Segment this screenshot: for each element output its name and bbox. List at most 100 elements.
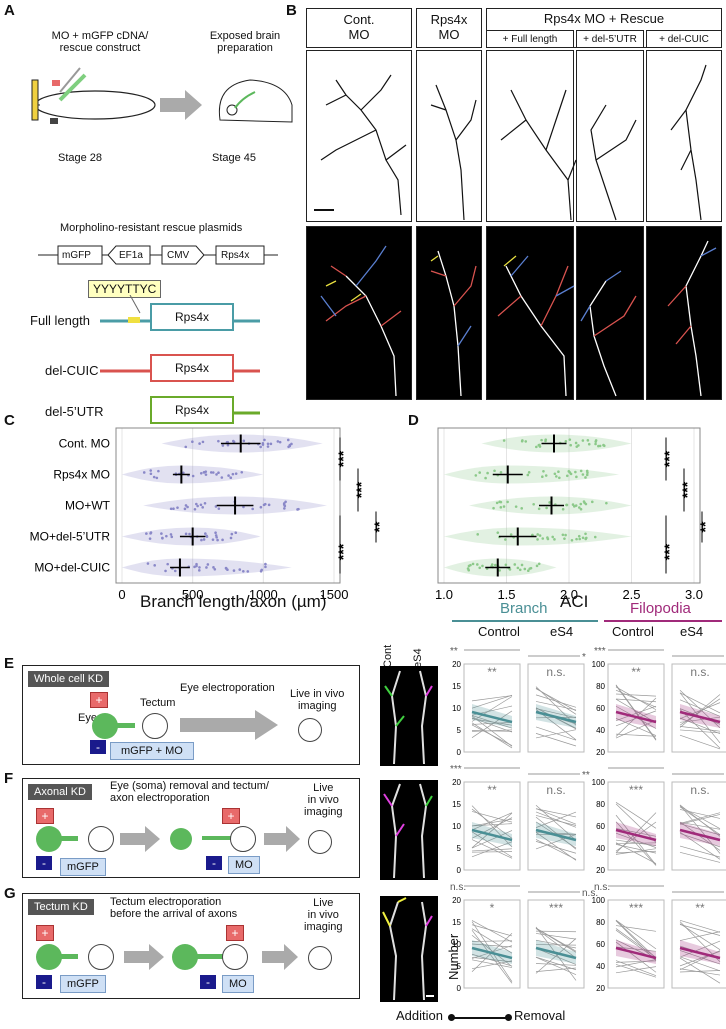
- data-point: [581, 536, 585, 540]
- panel-e-live: Live in vivo imaging: [290, 688, 345, 712]
- data-point: [188, 532, 191, 536]
- data-point: [518, 568, 522, 572]
- data-point: [581, 439, 585, 442]
- mean-line: [535, 710, 577, 724]
- data-point: [540, 438, 543, 442]
- eye-cell-icon: [36, 826, 62, 852]
- panel-f-construct1: mGFP: [60, 858, 106, 876]
- data-point: [579, 502, 583, 506]
- data-point: [203, 501, 207, 505]
- pair-line: [679, 833, 721, 848]
- pair-line: [471, 953, 513, 967]
- filopodia-header: Filopodia: [630, 600, 691, 617]
- data-point: [157, 469, 160, 473]
- significance-label: ***: [679, 481, 695, 498]
- pair-line: [471, 715, 513, 729]
- data-point: [216, 538, 219, 542]
- significance-label: **: [697, 521, 713, 532]
- pair-line: [471, 930, 513, 984]
- grey-arrow-icon: [264, 826, 300, 852]
- mean-line: [615, 946, 657, 960]
- y-tick-label: 20: [596, 866, 605, 875]
- data-point: [529, 566, 533, 570]
- panel-e-tectum: Tectum: [140, 697, 176, 709]
- data-point: [524, 440, 528, 443]
- chart-c-xlabel: Branch length/axon (µm): [140, 592, 327, 611]
- data-point: [229, 536, 233, 540]
- top-significance: n.s.: [582, 888, 598, 899]
- data-point: [169, 533, 173, 536]
- data-point: [584, 502, 588, 506]
- significance-label: ***: [661, 543, 677, 560]
- grey-arrow-icon: [120, 826, 160, 852]
- plasmid-mgfp: mGFP: [62, 250, 91, 261]
- data-point: [259, 570, 263, 573]
- data-point: [561, 533, 565, 537]
- y-tick-label: 20: [452, 660, 461, 669]
- pair-line: [471, 818, 513, 827]
- arbor-image-full: [486, 50, 574, 222]
- pair-line: [679, 950, 721, 965]
- data-point: [573, 505, 576, 508]
- filo-es4-label: eS4: [680, 624, 704, 639]
- pair-line: [471, 812, 513, 831]
- pair-line: [679, 814, 721, 825]
- data-point: [246, 570, 250, 573]
- category-label: Cont. MO: [59, 437, 110, 451]
- data-point: [585, 473, 589, 477]
- data-point: [166, 562, 169, 566]
- mean-line: [615, 828, 657, 842]
- data-point: [184, 532, 188, 536]
- data-point: [467, 568, 471, 572]
- data-point: [220, 476, 224, 479]
- data-point: [182, 471, 185, 475]
- branch-es4-label: eS4: [550, 624, 574, 639]
- pair-line: [615, 960, 657, 963]
- panel-a-label: A: [4, 2, 15, 19]
- pair-line: [471, 848, 513, 852]
- data-point: [575, 475, 578, 479]
- eye-cell-icon: [92, 713, 118, 739]
- pair-line: [615, 925, 657, 932]
- eye-cell-icon: [36, 944, 62, 970]
- data-point: [269, 442, 273, 446]
- pair-line: [535, 832, 577, 861]
- significance-label: ***: [353, 481, 369, 498]
- data-point: [198, 442, 201, 445]
- embryo-diagram: [31, 67, 293, 124]
- mean-line: [471, 710, 513, 724]
- y-tick-label: 0: [457, 984, 462, 993]
- data-point: [231, 472, 235, 476]
- top-significance: ***: [594, 646, 606, 657]
- arbor-image-rps4x: [416, 50, 482, 222]
- data-point: [201, 440, 205, 444]
- data-point: [493, 469, 496, 473]
- pair-line: [679, 968, 721, 976]
- data-point: [586, 471, 589, 475]
- inner-significance: **: [487, 665, 497, 679]
- data-point: [471, 562, 475, 566]
- axon-line-icon: [196, 954, 226, 959]
- data-point: [186, 505, 189, 509]
- data-point: [221, 444, 225, 447]
- sub-full-length: + Full length: [486, 30, 574, 48]
- data-point: [204, 532, 207, 535]
- data-point: [284, 500, 287, 504]
- data-point: [516, 566, 520, 570]
- arbor-image-cont: [306, 50, 412, 222]
- data-point: [278, 440, 282, 444]
- data-point: [542, 470, 545, 473]
- plus-electrode-icon: +: [36, 925, 54, 941]
- pair-line: [679, 804, 721, 837]
- panel-e-tag: Whole cell KD: [28, 671, 110, 687]
- arbor-sketches: [314, 64, 707, 221]
- construct-delcuic-gene: Rps4x: [150, 354, 234, 382]
- pair-line: [615, 964, 657, 978]
- data-point: [577, 534, 581, 538]
- mean-line: [471, 946, 513, 960]
- panel-g-label: G: [4, 885, 16, 902]
- data-point: [296, 508, 299, 511]
- pair-line: [615, 919, 657, 950]
- axon-icon: [117, 723, 135, 728]
- x-tick-label: 1.0: [435, 587, 453, 602]
